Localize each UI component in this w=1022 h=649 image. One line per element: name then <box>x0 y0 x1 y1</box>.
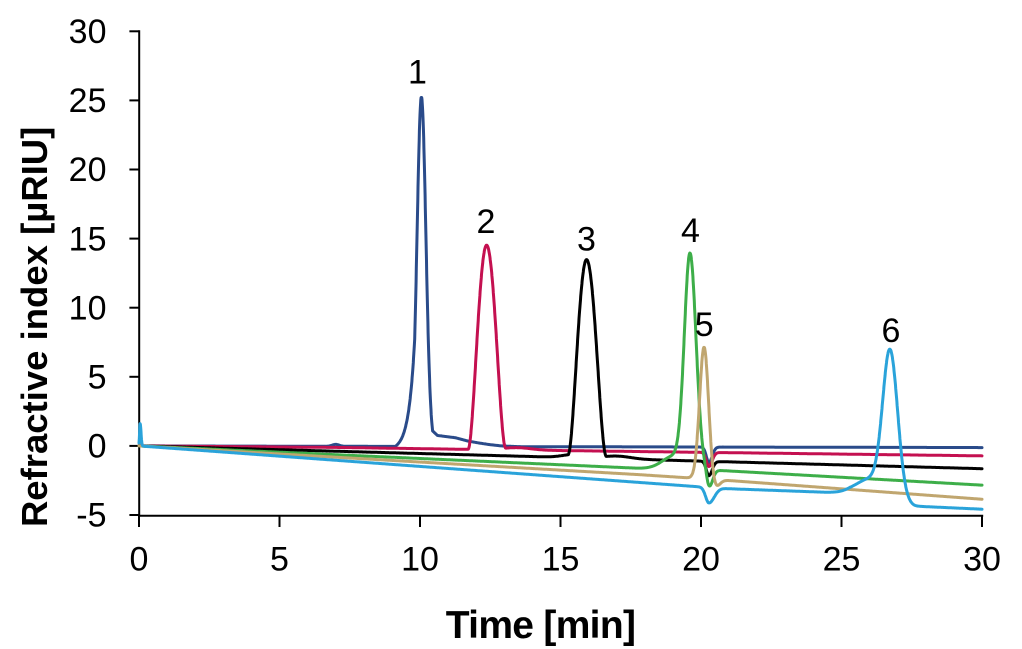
svg-text:3: 3 <box>577 221 596 259</box>
svg-text:30: 30 <box>963 540 1001 578</box>
svg-text:4: 4 <box>681 212 700 250</box>
svg-text:30: 30 <box>69 13 107 51</box>
svg-text:0: 0 <box>88 428 107 466</box>
svg-text:-5: -5 <box>76 497 106 535</box>
svg-text:5: 5 <box>695 306 714 344</box>
svg-text:25: 25 <box>823 540 861 578</box>
svg-text:Refractive index [µRIU]: Refractive index [µRIU] <box>14 127 55 527</box>
svg-text:20: 20 <box>69 151 107 189</box>
svg-text:15: 15 <box>69 220 107 258</box>
svg-text:Time [min]: Time [min] <box>446 604 635 647</box>
svg-text:5: 5 <box>270 540 289 578</box>
svg-text:10: 10 <box>401 540 439 578</box>
svg-text:10: 10 <box>69 289 107 327</box>
svg-text:6: 6 <box>882 312 901 350</box>
svg-text:15: 15 <box>542 540 580 578</box>
svg-text:20: 20 <box>682 540 720 578</box>
svg-text:2: 2 <box>477 203 496 241</box>
svg-text:0: 0 <box>130 540 149 578</box>
svg-text:1: 1 <box>408 54 427 92</box>
svg-text:25: 25 <box>69 82 107 120</box>
svg-text:5: 5 <box>88 359 107 397</box>
